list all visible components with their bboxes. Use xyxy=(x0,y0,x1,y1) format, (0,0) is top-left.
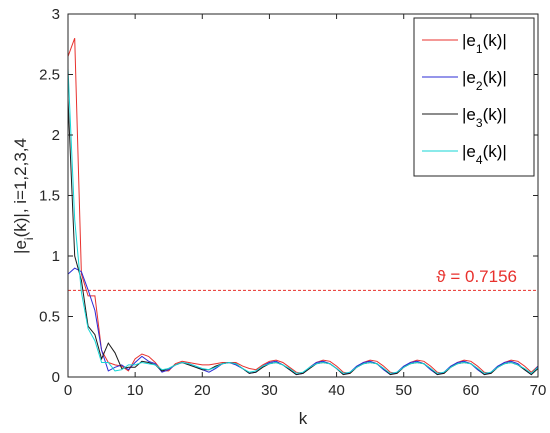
x-tick-label: 50 xyxy=(395,382,412,399)
y-axis-label: |ei(k)|, i=1,2,3,4 xyxy=(11,138,36,254)
series-layer xyxy=(67,38,539,376)
x-tick-label: 10 xyxy=(127,382,144,399)
x-tick-label: 40 xyxy=(328,382,345,399)
ticks-layer: 0 10 20 30 40 50 60 70 0 0.5 1 1.5 2 2.5 3 xyxy=(39,6,546,399)
x-tick-label: 20 xyxy=(194,382,211,399)
threshold-annotation: ϑ = 0.7156 xyxy=(436,267,517,286)
y-tick-label: 3 xyxy=(52,6,60,23)
y-tick-label: 2.5 xyxy=(39,67,60,84)
x-tick-label: 0 xyxy=(64,382,72,399)
legend: |e1(k)||e2(k)||e3(k)||e4(k)| xyxy=(413,17,535,177)
legend-box xyxy=(413,17,535,177)
x-tick-label: 70 xyxy=(530,382,547,399)
y-tick-label: 1 xyxy=(52,248,60,265)
x-tick-label: 30 xyxy=(261,382,278,399)
x-axis-label: k xyxy=(299,409,308,428)
x-tick-label: 60 xyxy=(463,382,480,399)
y-tick-label: 0.5 xyxy=(39,309,60,326)
y-tick-label: 2 xyxy=(52,127,60,144)
y-tick-label: 1.5 xyxy=(39,188,60,205)
series-line-e4 xyxy=(67,68,539,375)
y-tick-label: 0 xyxy=(52,369,60,386)
